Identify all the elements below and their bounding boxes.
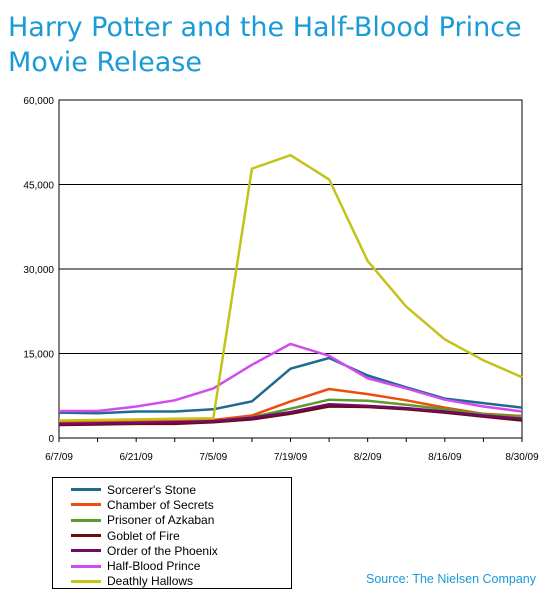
legend-label: Sorcerer's Stone — [107, 482, 196, 497]
legend-label: Order of the Phoenix — [107, 543, 218, 558]
chart-title: Harry Potter and the Half-Blood Prince M… — [8, 12, 522, 78]
x-tick-label: 6/7/09 — [45, 452, 73, 463]
y-tick-label: 0 — [48, 434, 54, 445]
legend-item: Chamber of Secrets — [71, 497, 291, 512]
series-line — [59, 342, 523, 413]
y-tick-label: 45,000 — [23, 181, 54, 192]
legend-swatch — [71, 534, 101, 538]
y-tick-label: 15,000 — [23, 350, 54, 361]
legend-swatch — [71, 488, 101, 492]
legend-swatch — [71, 579, 101, 583]
legend-item: Deathly Hallows — [71, 574, 291, 589]
legend-item: Half-Blood Prince — [71, 558, 291, 573]
legend-swatch — [71, 503, 101, 507]
legend-item: Order of the Phoenix — [71, 543, 291, 558]
legend-item: Prisoner of Azkaban — [71, 513, 291, 528]
legend-label: Chamber of Secrets — [107, 497, 214, 512]
y-tick-label: 60,000 — [23, 96, 54, 107]
legend-swatch — [71, 564, 101, 568]
series-line — [58, 387, 523, 424]
x-tick-label: 8/30/09 — [505, 452, 539, 463]
legend-swatch — [71, 518, 101, 522]
legend-label: Deathly Hallows — [107, 574, 194, 589]
legend-label: Prisoner of Azkaban — [107, 513, 215, 528]
x-tick-label: 8/2/09 — [354, 452, 382, 463]
legend-label: Goblet of Fire — [107, 528, 180, 543]
x-tick-label: 6/21/09 — [119, 452, 153, 463]
x-tick-label: 7/19/09 — [274, 452, 308, 463]
series-line — [58, 402, 523, 426]
source-note: Source: The Nielsen Company — [366, 572, 536, 586]
line-chart: 0 15,000 30,000 45,000 60,000 6/7/09 6/21/09 7/… — [23, 96, 539, 463]
y-tick-label: 30,000 — [23, 265, 54, 276]
x-tick-label: 8/16/09 — [428, 452, 462, 463]
legend-item: Sorcerer's Stone — [71, 482, 291, 497]
legend-item: Goblet of Fire — [71, 528, 291, 543]
legend: Sorcerer's Stone Chamber of Secrets Prison… — [52, 477, 292, 589]
legend-label: Half-Blood Prince — [107, 559, 201, 574]
series-line — [58, 356, 523, 415]
x-tick-label: 7/5/09 — [199, 452, 227, 463]
series-line — [58, 153, 523, 422]
legend-swatch — [71, 549, 101, 553]
